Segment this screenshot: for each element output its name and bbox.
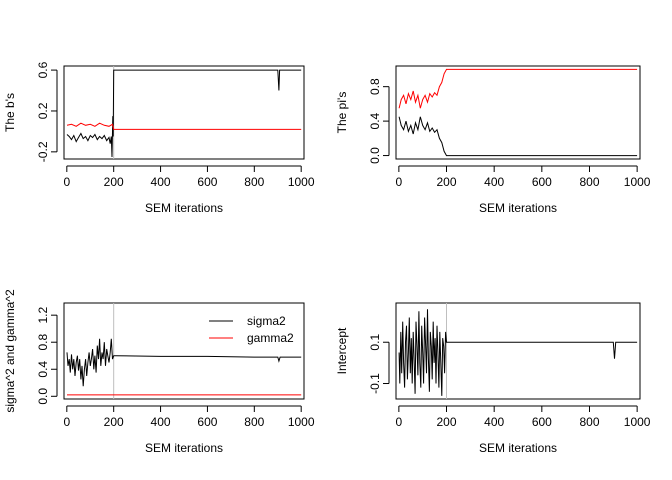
panel-intercept: 0 200 400 600 800 1000 SEM iterations -0.1 0.1 In… — [335, 302, 651, 455]
x-axis-label: SEM iterations — [479, 201, 557, 215]
y-axis-label: sigma^2 and gamma^2 — [3, 289, 17, 413]
series-line-0 — [398, 309, 638, 396]
y-tick-label: 0.2 — [36, 102, 50, 119]
y-tick-label: 0.0 — [36, 388, 50, 405]
y-tick-label: -0.2 — [36, 141, 50, 162]
x-tick-label: 400 — [151, 175, 171, 189]
x-tick-label: 400 — [151, 415, 171, 429]
legend-label: sigma2 — [247, 314, 286, 328]
x-axis-label: SEM iterations — [145, 201, 223, 215]
x-tick-label: 200 — [104, 175, 124, 189]
x-tick-label: 1000 — [624, 415, 651, 429]
x-tick-label: 1000 — [624, 175, 651, 189]
panel-variances: 0 200 400 600 800 1000 SEM iterations 0.0 0.4 0.8… — [3, 289, 315, 455]
series-line-0 — [66, 338, 302, 387]
x-tick-label: 1000 — [288, 415, 315, 429]
y-tick-label: 0.8 — [368, 78, 382, 95]
y-tick-label: -0.1 — [368, 373, 382, 394]
y-axis-label: Intercept — [335, 327, 349, 374]
legend-label: gamma2 — [247, 331, 294, 345]
y-tick-label: 0.6 — [36, 61, 50, 78]
plot-frame — [395, 302, 641, 400]
x-tick-label: 800 — [244, 175, 264, 189]
x-tick-label: 0 — [396, 175, 403, 189]
x-tick-label: 200 — [437, 175, 457, 189]
y-tick-label: 0.1 — [368, 334, 382, 351]
x-tick-label: 0 — [396, 415, 403, 429]
plot-frame — [63, 65, 305, 160]
y-tick-label: 1.2 — [36, 307, 50, 324]
x-tick-label: 600 — [532, 175, 552, 189]
x-axis-label: SEM iterations — [479, 441, 557, 455]
x-tick-label: 0 — [63, 415, 70, 429]
series-line-0 — [66, 69, 302, 158]
series-line-1 — [398, 68, 638, 109]
x-tick-label: 600 — [197, 175, 217, 189]
x-tick-label: 800 — [579, 415, 599, 429]
y-tick-label: 0.4 — [368, 112, 382, 129]
x-tick-label: 200 — [437, 415, 457, 429]
x-tick-label: 800 — [244, 415, 264, 429]
y-axis-label: The b's — [3, 93, 17, 132]
panel-pis: 0 200 400 600 800 1000 SEM iterations 0.0 0.4 0.8… — [335, 65, 651, 215]
x-tick-label: 800 — [579, 175, 599, 189]
y-axis-label: The pi's — [335, 92, 349, 134]
x-tick-label: 600 — [197, 415, 217, 429]
y-tick-label: 0.8 — [36, 334, 50, 351]
panel-bs: 0 200 400 600 800 1000 SEM iterations -0.2 0.2 0.… — [3, 61, 315, 215]
x-tick-label: 400 — [484, 175, 504, 189]
x-tick-label: 400 — [484, 415, 504, 429]
series-line-0 — [398, 116, 638, 157]
y-tick-label: 0.0 — [368, 147, 382, 164]
x-tick-label: 600 — [532, 415, 552, 429]
x-tick-label: 200 — [104, 415, 124, 429]
plot-frame — [395, 65, 641, 160]
x-tick-label: 1000 — [288, 175, 315, 189]
x-axis-label: SEM iterations — [145, 441, 223, 455]
plot-frame — [63, 302, 305, 400]
y-tick-label: 0.4 — [36, 361, 50, 378]
series-line-1 — [66, 122, 302, 130]
x-tick-label: 0 — [63, 175, 70, 189]
